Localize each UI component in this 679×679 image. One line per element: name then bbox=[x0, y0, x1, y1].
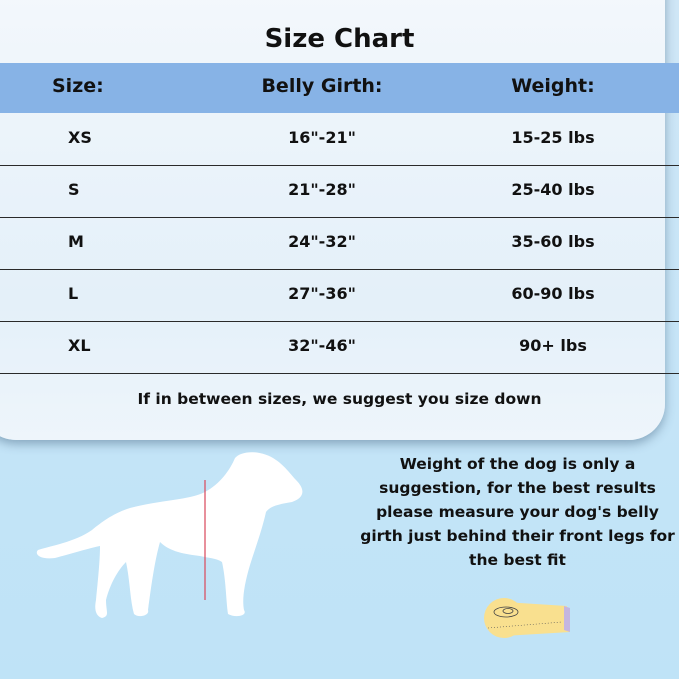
weight-cell: 15-25 lbs bbox=[511, 128, 595, 147]
girth-cell: 32"-46" bbox=[288, 336, 356, 355]
chart-title: Size Chart bbox=[264, 24, 415, 54]
table-row: XS 16"-21" 15-25 lbs bbox=[0, 113, 679, 166]
table-row: L 27"-36" 60-90 lbs bbox=[0, 269, 679, 322]
weight-cell: 35-60 lbs bbox=[511, 232, 595, 251]
table-row: S 21"-28" 25-40 lbs bbox=[0, 165, 679, 218]
weight-cell: 60-90 lbs bbox=[511, 284, 595, 303]
header-weight: Weight: bbox=[511, 75, 595, 97]
girth-cell: 27"-36" bbox=[288, 284, 356, 303]
table-row: M 24"-32" 35-60 lbs bbox=[0, 217, 679, 270]
size-cell: L bbox=[68, 284, 79, 303]
size-cell: S bbox=[68, 180, 80, 199]
sizing-note: If in between sizes, we suggest you size… bbox=[137, 390, 542, 408]
girth-cell: 24"-32" bbox=[288, 232, 356, 251]
dog-silhouette-icon bbox=[36, 452, 303, 618]
measuring-tape-icon bbox=[484, 598, 570, 638]
size-cell: XL bbox=[68, 336, 91, 355]
table-header: Size: Belly Girth: Weight: bbox=[0, 63, 679, 113]
measurement-description: Weight of the dog is only a suggestion, … bbox=[360, 455, 675, 569]
weight-cell: 90+ lbs bbox=[519, 336, 587, 355]
header-girth: Belly Girth: bbox=[261, 75, 383, 97]
header-size: Size: bbox=[52, 75, 104, 97]
weight-cell: 25-40 lbs bbox=[511, 180, 595, 199]
girth-cell: 16"-21" bbox=[288, 128, 356, 147]
girth-cell: 21"-28" bbox=[288, 180, 356, 199]
size-cell: M bbox=[68, 232, 84, 251]
size-cell: XS bbox=[68, 128, 92, 147]
table-row: XL 32"-46" 90+ lbs bbox=[0, 321, 679, 374]
